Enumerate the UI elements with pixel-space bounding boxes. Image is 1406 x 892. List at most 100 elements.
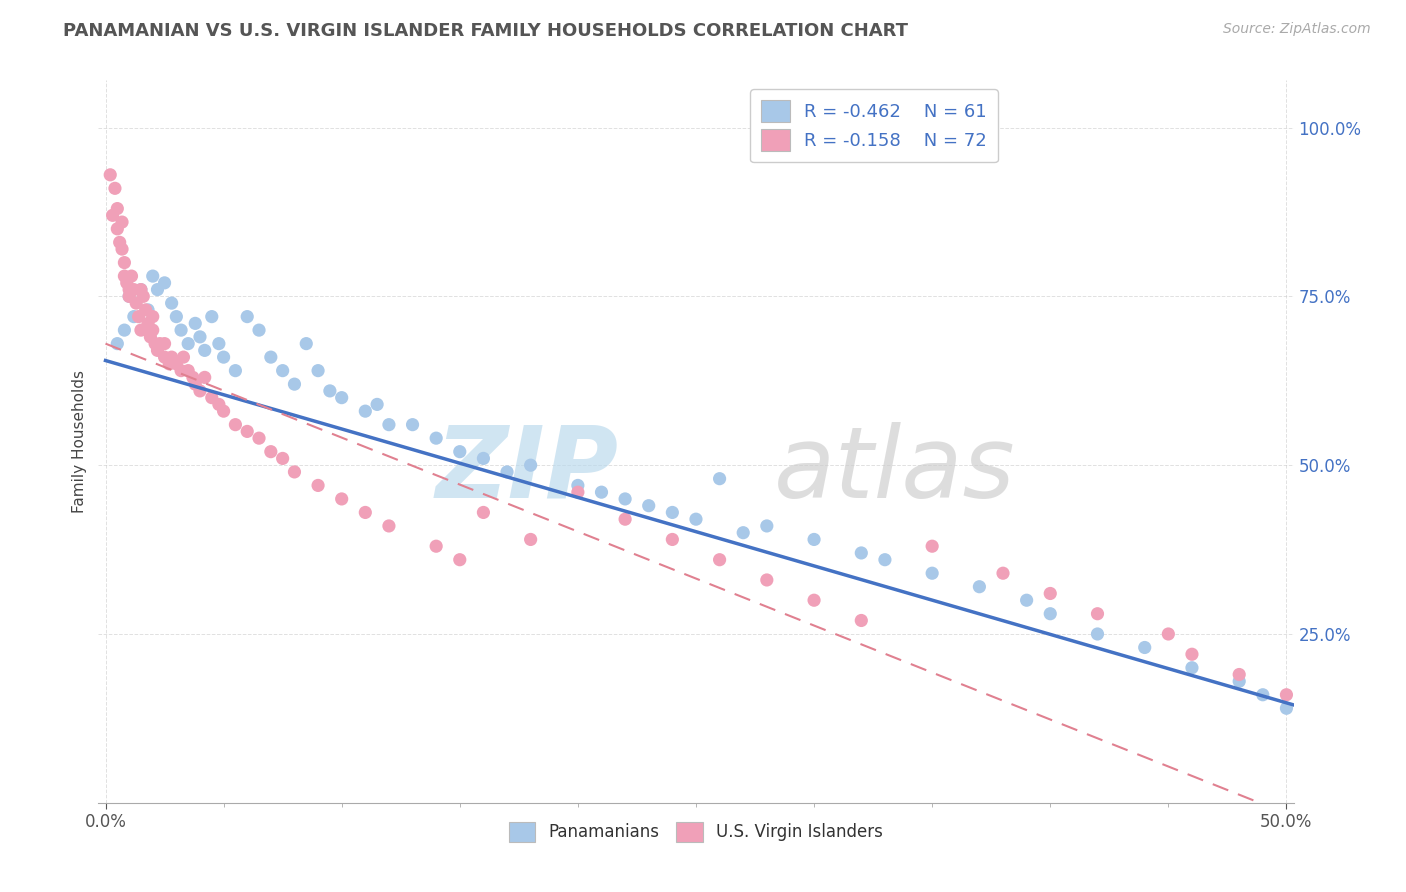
Point <box>354 505 377 519</box>
Point <box>105 202 128 216</box>
Point <box>135 302 157 317</box>
Point <box>188 384 211 398</box>
Point <box>709 472 731 486</box>
Point <box>271 451 294 466</box>
Point <box>142 269 165 284</box>
Point <box>969 580 991 594</box>
Point <box>108 235 131 250</box>
Point <box>153 276 176 290</box>
Point <box>709 552 731 566</box>
Point <box>519 458 541 472</box>
Point <box>129 283 152 297</box>
Point <box>136 317 159 331</box>
Point <box>101 208 124 222</box>
Point <box>105 336 128 351</box>
Point <box>1039 586 1062 600</box>
Point <box>118 283 141 297</box>
Point <box>118 289 141 303</box>
Point <box>283 377 305 392</box>
Point <box>181 370 204 384</box>
Point <box>1227 667 1250 681</box>
Point <box>111 242 134 256</box>
Point <box>991 566 1014 581</box>
Point <box>803 593 825 607</box>
Point <box>142 323 165 337</box>
Text: atlas: atlas <box>773 422 1015 519</box>
Point <box>449 552 471 566</box>
Point <box>160 350 183 364</box>
Point <box>208 336 231 351</box>
Point <box>330 391 353 405</box>
Point <box>873 552 896 566</box>
Point <box>212 350 235 364</box>
Point <box>472 505 495 519</box>
Point <box>98 168 121 182</box>
Point <box>472 451 495 466</box>
Point <box>118 289 141 303</box>
Point <box>425 539 447 553</box>
Point <box>112 323 135 337</box>
Point <box>115 276 138 290</box>
Point <box>170 364 193 378</box>
Point <box>170 323 193 337</box>
Point <box>112 255 135 269</box>
Point <box>236 310 259 324</box>
Point <box>153 350 176 364</box>
Point <box>1087 627 1109 641</box>
Point <box>165 310 187 324</box>
Point <box>614 512 637 526</box>
Point <box>112 269 135 284</box>
Point <box>685 512 707 526</box>
Legend: Panamanians, U.S. Virgin Islanders: Panamanians, U.S. Virgin Islanders <box>502 815 890 848</box>
Point <box>366 397 388 411</box>
Point <box>496 465 519 479</box>
Point <box>519 533 541 547</box>
Point <box>851 546 873 560</box>
Point <box>201 391 224 405</box>
Point <box>177 336 200 351</box>
Point <box>295 336 318 351</box>
Point <box>378 519 401 533</box>
Point <box>354 404 377 418</box>
Point <box>104 181 127 195</box>
Point <box>201 310 224 324</box>
Point <box>567 478 589 492</box>
Point <box>157 357 180 371</box>
Y-axis label: Family Households: Family Households <box>72 370 87 513</box>
Point <box>260 350 283 364</box>
Point <box>247 323 270 337</box>
Point <box>733 525 755 540</box>
Point <box>449 444 471 458</box>
Point <box>105 222 128 236</box>
Point <box>224 364 246 378</box>
Point <box>260 444 283 458</box>
Point <box>661 533 683 547</box>
Point <box>1181 661 1204 675</box>
Point <box>637 499 659 513</box>
Point <box>122 283 145 297</box>
Point <box>567 485 589 500</box>
Point <box>165 357 187 371</box>
Point <box>614 491 637 506</box>
Point <box>1015 593 1038 607</box>
Point <box>307 478 329 492</box>
Point <box>247 431 270 445</box>
Text: Source: ZipAtlas.com: Source: ZipAtlas.com <box>1223 22 1371 37</box>
Point <box>378 417 401 432</box>
Point <box>591 485 613 500</box>
Point <box>1227 674 1250 689</box>
Point <box>177 364 200 378</box>
Point <box>129 283 152 297</box>
Point <box>1087 607 1109 621</box>
Point <box>425 431 447 445</box>
Point <box>153 336 176 351</box>
Point <box>755 573 778 587</box>
Point <box>1133 640 1156 655</box>
Point <box>1039 607 1062 621</box>
Point <box>236 425 259 439</box>
Point <box>129 323 152 337</box>
Point <box>851 614 873 628</box>
Point <box>283 465 305 479</box>
Point <box>330 491 353 506</box>
Point <box>212 404 235 418</box>
